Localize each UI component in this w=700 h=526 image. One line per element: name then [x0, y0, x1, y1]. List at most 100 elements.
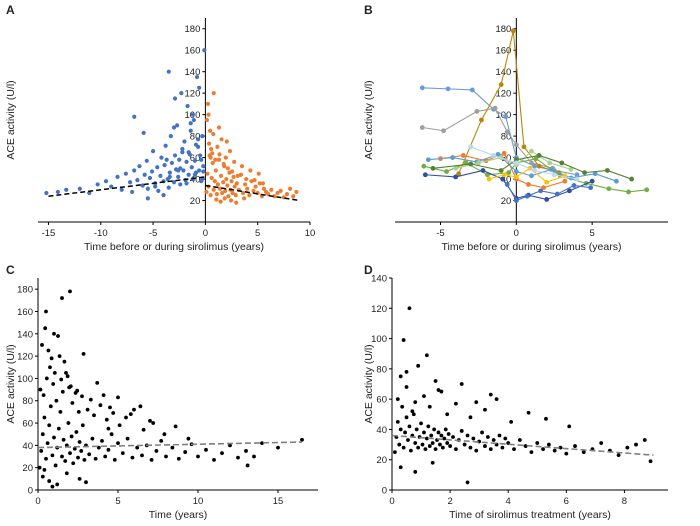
data-point: [191, 117, 196, 123]
data-point: [192, 158, 198, 163]
data-point: [188, 128, 193, 133]
data-point: [567, 424, 572, 429]
series-point: [510, 28, 516, 34]
data-point: [526, 410, 531, 415]
data-point: [294, 189, 299, 195]
data-point: [140, 453, 144, 458]
data-point: [159, 439, 164, 443]
data-point: [558, 445, 563, 450]
data-point: [95, 380, 100, 385]
data-point: [40, 432, 45, 437]
y-tick-label: 0: [382, 486, 387, 497]
y-tick-label: 180: [185, 24, 201, 35]
data-point: [430, 460, 435, 465]
series-point: [532, 163, 537, 169]
y-tick-label: 120: [17, 352, 33, 363]
series-point: [548, 166, 554, 172]
series-point: [422, 172, 428, 178]
data-point: [42, 468, 47, 472]
series-point: [574, 172, 580, 178]
data-point: [48, 365, 52, 370]
data-point: [159, 155, 164, 160]
x-tick-label: 10: [193, 496, 204, 507]
series-point: [479, 117, 484, 123]
y-tick-label: 60: [190, 153, 201, 164]
data-point: [63, 459, 68, 463]
data-point: [52, 370, 57, 375]
data-point: [397, 442, 402, 447]
data-point: [204, 447, 208, 452]
data-point: [39, 449, 44, 453]
data-point: [424, 436, 429, 441]
data-point: [84, 480, 88, 485]
data-point: [184, 181, 189, 186]
x-tick-label: 6: [564, 496, 569, 507]
data-point: [257, 181, 262, 186]
y-axis-label: ACE activity (U/l): [5, 344, 17, 423]
data-point: [163, 143, 168, 148]
data-point: [130, 455, 135, 460]
data-point: [199, 157, 204, 162]
data-point: [56, 426, 61, 431]
data-point: [468, 445, 473, 450]
data-point: [164, 454, 168, 459]
data-point: [451, 435, 455, 439]
data-point: [108, 405, 112, 410]
data-point: [235, 173, 240, 178]
y-axis-label: ACE activity (U/l): [363, 80, 375, 159]
series-point: [532, 168, 537, 173]
data-point: [429, 433, 434, 438]
data-point: [41, 393, 46, 398]
data-point: [79, 449, 84, 453]
y-axis-label: ACE activity (U/l): [363, 344, 375, 423]
data-point: [413, 441, 418, 445]
data-point: [220, 190, 225, 196]
data-point: [581, 450, 586, 455]
data-point: [93, 456, 98, 461]
y-tick-label: 180: [495, 24, 511, 35]
data-point: [227, 149, 233, 154]
panel-label: C: [6, 263, 15, 277]
data-point: [189, 165, 194, 170]
data-point: [98, 403, 103, 408]
data-point: [64, 370, 68, 375]
data-point: [180, 150, 185, 155]
data-point: [161, 193, 166, 198]
series-point: [538, 188, 543, 194]
data-point: [446, 432, 451, 436]
data-point: [427, 404, 432, 409]
y-tick-label: 120: [371, 304, 387, 315]
data-point: [245, 186, 250, 191]
data-point: [462, 442, 467, 447]
data-point: [488, 392, 493, 397]
series-point: [468, 161, 474, 167]
data-point: [616, 453, 621, 458]
data-point: [209, 146, 214, 152]
series-point: [513, 160, 519, 166]
x-tick-label: 0: [35, 496, 40, 507]
data-point: [142, 172, 147, 177]
series-point: [547, 160, 553, 166]
data-point: [419, 421, 423, 426]
data-point: [433, 379, 438, 383]
data-point: [226, 194, 231, 199]
data-point: [401, 445, 406, 450]
series-point: [541, 185, 547, 191]
data-point: [401, 338, 406, 342]
series-point: [529, 160, 534, 166]
data-point: [162, 162, 167, 168]
data-point: [52, 331, 56, 336]
data-point: [169, 160, 175, 166]
data-point: [454, 447, 458, 452]
data-point: [465, 480, 470, 485]
data-point: [220, 451, 224, 456]
y-tick-label: 160: [17, 307, 33, 318]
series-point: [589, 178, 595, 184]
x-tick-label: 5: [115, 496, 120, 507]
data-point: [180, 146, 185, 152]
data-point: [145, 196, 150, 201]
data-point: [116, 395, 120, 400]
series-point: [574, 176, 580, 182]
